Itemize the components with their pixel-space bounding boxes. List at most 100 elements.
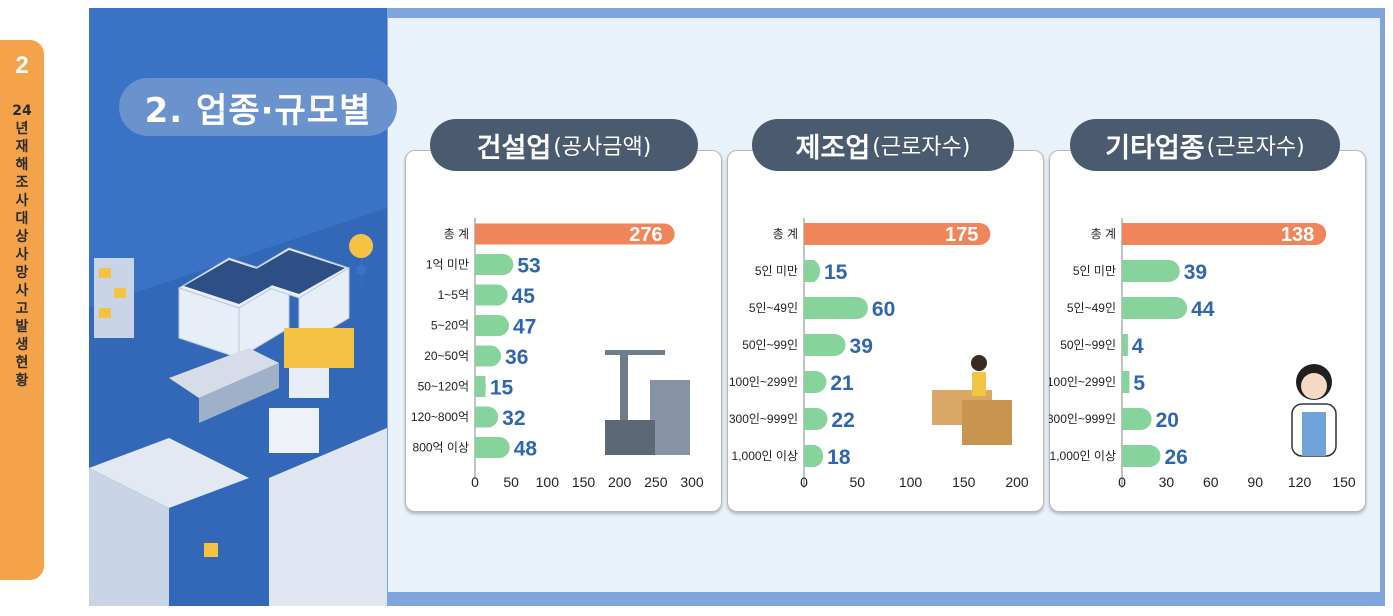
- side-tab: 2 24년 재해조사 대상 사망사고 발생현황: [0, 40, 44, 580]
- chart-title-main: 기타업종: [1105, 132, 1205, 164]
- data-label: 44: [1191, 298, 1215, 321]
- chart-manufacturing: 총 계 175 5인 미만 15 5인~49인 60 50인~99인 39 100인~299인 2…: [729, 218, 1029, 490]
- bar-base: [804, 297, 815, 319]
- bar-total: [1122, 223, 1327, 245]
- bar-base: [1122, 408, 1133, 430]
- chart-title-sub: (근로자수): [872, 135, 971, 160]
- data-label: 32: [502, 407, 525, 430]
- category-label: 1~5억: [438, 288, 469, 302]
- worker-vest: [972, 372, 986, 396]
- data-label: 39: [850, 335, 873, 358]
- data-label-total: 138: [1281, 224, 1314, 246]
- bar-base: [475, 406, 486, 428]
- bar: [1122, 260, 1180, 282]
- crane-mast: [620, 350, 628, 450]
- chapter-title: 24년 재해조사 대상 사망사고 발생현황: [12, 103, 32, 389]
- data-label: 21: [830, 372, 854, 395]
- category-label: 800억 이상: [413, 441, 469, 455]
- bar-base: [804, 445, 815, 467]
- data-label: 53: [517, 255, 540, 278]
- category-label: 5~20억: [431, 319, 469, 333]
- category-label: 총 계: [773, 227, 798, 241]
- x-tick-label: 50: [849, 474, 865, 490]
- category-label: 5인~49인: [749, 301, 798, 315]
- category-label: 120~800억: [411, 410, 469, 424]
- category-label: 100인~299인: [1049, 375, 1116, 389]
- x-tick-label: 0: [800, 474, 808, 490]
- x-tick-label: 100: [536, 474, 560, 490]
- x-tick-label: 150: [572, 474, 596, 490]
- x-tick-label: 0: [471, 474, 479, 490]
- category-label: 50~120억: [418, 380, 469, 394]
- category-label: 20~50억: [424, 349, 469, 363]
- data-label: 15: [490, 377, 514, 400]
- category-label: 1억 미만: [426, 258, 469, 272]
- data-label: 26: [1164, 446, 1187, 469]
- bar-base: [1122, 223, 1133, 245]
- category-label: 300인~999인: [1049, 412, 1116, 426]
- bar-base: [804, 334, 815, 356]
- data-label: 5: [1133, 372, 1145, 395]
- chart-title-other: 기타업종 (근로자수): [1070, 119, 1340, 171]
- data-label: 22: [831, 409, 854, 432]
- bar-base: [804, 371, 815, 393]
- x-tick-label: 50: [503, 474, 519, 490]
- chart-title-main: 제조업: [795, 132, 871, 164]
- data-label: 60: [872, 298, 895, 321]
- section-title: 2. 업종·규모별: [119, 78, 397, 136]
- chart-title-manufacturing: 제조업 (근로자수): [752, 119, 1014, 171]
- bar: [804, 297, 868, 319]
- x-tick-label: 100: [899, 474, 923, 490]
- category-label: 100인~299인: [729, 375, 798, 389]
- bar-base: [1122, 334, 1128, 356]
- bar-base: [1122, 297, 1133, 319]
- x-tick-label: 300: [680, 474, 704, 490]
- crane-building-icon: [605, 350, 690, 455]
- bar-base: [804, 223, 815, 245]
- data-label: 4: [1132, 335, 1144, 358]
- building: [650, 380, 690, 455]
- bar-total: [804, 223, 991, 245]
- crane-jib: [605, 350, 665, 355]
- bar: [1122, 297, 1188, 319]
- data-label: 39: [1184, 261, 1207, 284]
- x-tick-label: 0: [1118, 474, 1126, 490]
- bar-base: [475, 284, 486, 306]
- bar-base: [475, 376, 486, 397]
- chart-title-sub: (공사금액): [553, 135, 652, 160]
- data-label: 20: [1156, 409, 1179, 432]
- bar-base: [475, 315, 486, 336]
- bar-base: [475, 223, 486, 245]
- data-label: 45: [512, 285, 536, 308]
- chart-card-manufacturing: [727, 150, 1044, 512]
- x-tick-label: 120: [1288, 474, 1312, 490]
- bar-base: [1122, 445, 1133, 467]
- data-label: 18: [827, 446, 851, 469]
- data-label: 36: [505, 346, 528, 369]
- worker-apron: [1302, 412, 1326, 456]
- office-worker-icon: [1291, 364, 1337, 457]
- category-label: 5인 미만: [755, 264, 798, 278]
- x-tick-label: 60: [1203, 474, 1219, 490]
- worker-boxes-icon: [932, 355, 1012, 445]
- bar-total: [475, 223, 675, 245]
- category-label: 300인~999인: [729, 412, 798, 426]
- x-tick-label: 200: [608, 474, 632, 490]
- data-label: 48: [514, 438, 538, 461]
- chart-title-sub: (근로자수): [1206, 135, 1305, 160]
- x-tick-label: 150: [1332, 474, 1356, 490]
- category-label: 1,000인 이상: [1050, 449, 1116, 463]
- category-label: 총 계: [1091, 227, 1116, 241]
- data-label-total: 175: [945, 224, 978, 246]
- worker-face: [1301, 373, 1327, 399]
- x-tick-label: 30: [1159, 474, 1175, 490]
- bar-base: [804, 408, 815, 430]
- worker-head: [971, 355, 987, 371]
- bar-base: [475, 345, 486, 367]
- chart-construction: 총 계 276 1억 미만 53 1~5억 45 5~20억 47 20~50억 36 50~120…: [411, 218, 704, 490]
- chart-other-industries: 총 계 138 5인 미만 39 5인~49인 44 50인~99인 4 100인~299인 5 3…: [1049, 218, 1356, 490]
- category-label: 5인 미만: [1073, 264, 1116, 278]
- x-tick-label: 250: [644, 474, 668, 490]
- data-label: 15: [824, 261, 848, 284]
- bar-base: [1122, 260, 1133, 282]
